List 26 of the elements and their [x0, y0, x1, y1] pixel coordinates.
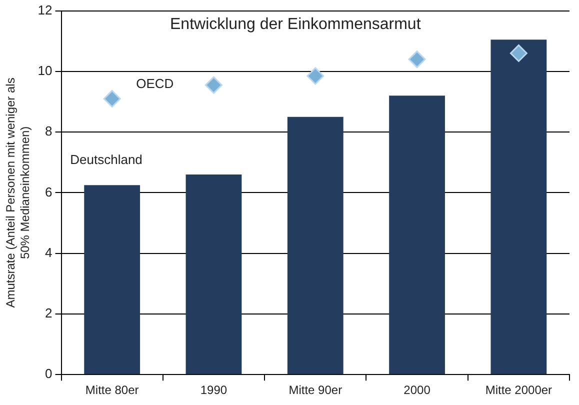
y-tick-label: 6	[45, 184, 52, 200]
y-tick-label: 8	[45, 124, 52, 139]
x-tick-label: Mitte 90er	[288, 383, 342, 398]
y-tick-label: 12	[38, 2, 52, 18]
x-tick-label: Mitte 80er	[85, 383, 139, 398]
point	[103, 90, 121, 108]
bar	[287, 116, 344, 374]
point	[306, 67, 324, 85]
y-axis-title: Amutsrate (Anteil Personen mit weniger als 50% Medianeinkommen)	[4, 78, 32, 308]
point	[510, 44, 528, 62]
series-label: Deutschland	[70, 152, 142, 168]
y-tick-label: 0	[45, 366, 52, 382]
bar	[389, 96, 445, 374]
x-tick-label: 1990	[200, 383, 228, 398]
series-label: OECD	[136, 76, 174, 91]
bar	[490, 40, 547, 374]
y-tick-label: 4	[45, 244, 52, 260]
bar	[84, 185, 140, 374]
point	[408, 50, 426, 68]
y-tick-label: 2	[45, 306, 52, 321]
bar	[186, 174, 242, 374]
y-tick-label: 10	[38, 63, 52, 78]
chart-title: Entwicklung der Einkommensarmut	[170, 16, 422, 34]
point	[204, 76, 222, 94]
x-tick-label: 2000	[404, 383, 431, 398]
x-tick-label: Mitte 2000er	[485, 383, 552, 398]
